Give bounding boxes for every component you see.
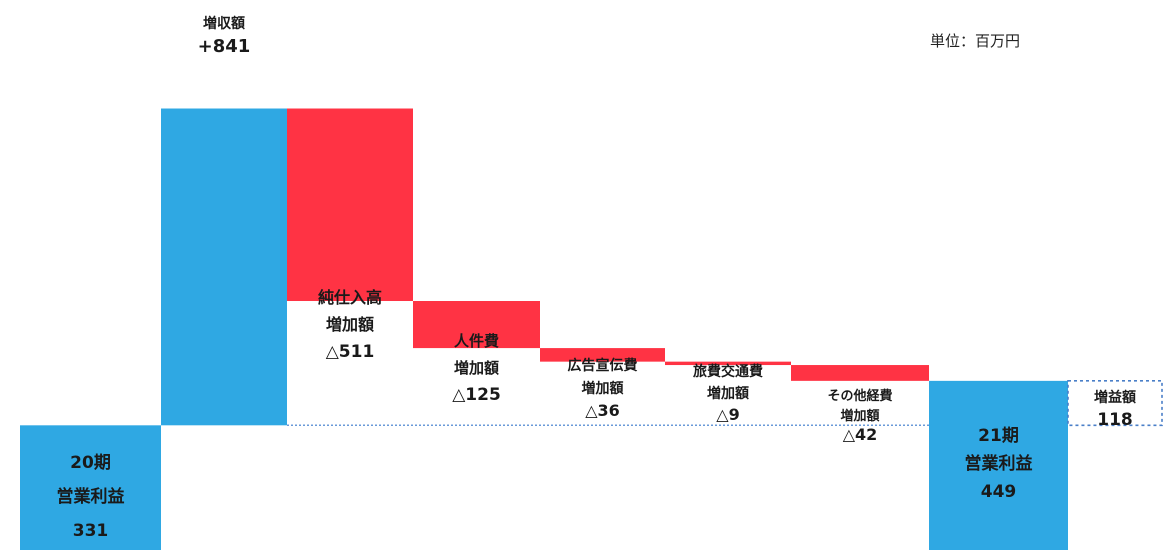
- data-label-advertising: 広告宣伝費: [568, 357, 638, 374]
- data-label-profit-increase: 118: [1097, 410, 1133, 430]
- bar-decrease: [413, 301, 540, 349]
- data-label-opening: 営業利益: [57, 486, 125, 507]
- data-label-personnel: △125: [452, 385, 501, 405]
- data-label-other: △42: [843, 425, 878, 444]
- data-label-advertising: 増加額: [582, 380, 624, 397]
- bar-total: [929, 380, 1068, 550]
- data-label-opening: 331: [73, 521, 109, 541]
- data-label-advertising: △36: [585, 401, 620, 420]
- bar-difference: [1067, 380, 1163, 427]
- data-label-purchases: 増加額: [326, 315, 374, 334]
- data-label-profit-increase: 増益額: [1094, 389, 1136, 406]
- bar-decrease: [791, 365, 929, 381]
- data-label-opening: 20期: [70, 453, 111, 473]
- bar-decrease: [287, 108, 413, 302]
- data-label-closing: 営業利益: [965, 453, 1033, 474]
- data-label-purchases: 純仕入高: [318, 288, 382, 307]
- data-label-purchases: △511: [326, 342, 375, 362]
- data-label-other: その他経費: [827, 388, 892, 404]
- unit-label: 単位：百万円: [930, 32, 1021, 50]
- bar-total: [20, 425, 161, 550]
- bar-increase: [161, 108, 287, 426]
- data-label-increase: 増収額: [203, 15, 245, 32]
- bar-decrease: [665, 361, 791, 366]
- data-label-travel: 増加額: [707, 385, 749, 402]
- data-label-increase: +841: [198, 36, 251, 57]
- bar-decrease: [540, 348, 665, 362]
- data-label-closing: 21期: [978, 426, 1019, 446]
- data-label-personnel: 増加額: [454, 359, 499, 377]
- data-label-travel: 旅費交通費: [693, 363, 763, 380]
- data-label-personnel: 人件費: [454, 332, 499, 350]
- data-label-closing: 449: [981, 482, 1017, 502]
- data-label-travel: △9: [716, 405, 739, 424]
- data-label-other: 増加額: [840, 408, 879, 424]
